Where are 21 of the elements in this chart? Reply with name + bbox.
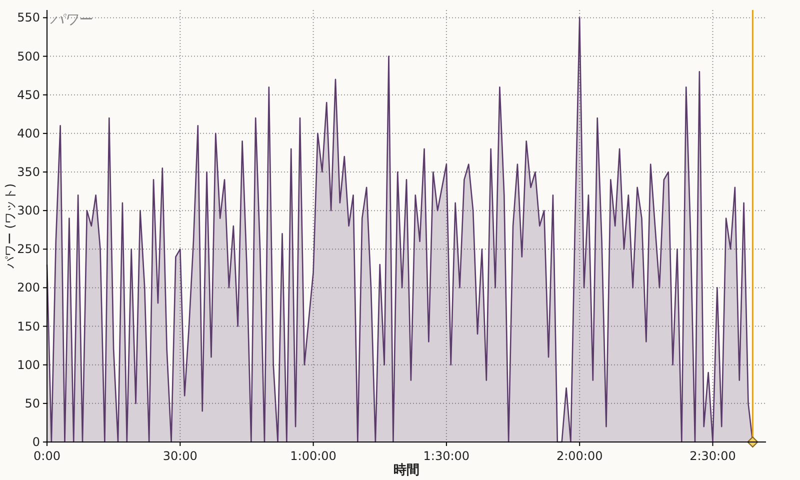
y-tick-label: 50 <box>24 396 40 410</box>
y-tick-label: 400 <box>17 126 40 140</box>
y-tick-label: 450 <box>17 88 40 102</box>
y-tick-label: 300 <box>17 204 40 218</box>
y-tick-label: 250 <box>17 242 40 256</box>
x-tick-label: 2:30:00 <box>690 449 736 463</box>
x-tick-label: 2:00:00 <box>556 449 603 463</box>
x-tick-label: 1:30:00 <box>423 449 470 463</box>
x-axis-title: 時間 <box>394 463 420 478</box>
y-tick-label: 500 <box>17 49 40 64</box>
y-axis-title: パワー (ワット) <box>3 183 17 270</box>
y-tick-label: 200 <box>17 280 40 295</box>
y-tick-label: 150 <box>17 319 40 334</box>
x-tick-label: 0:00 <box>34 449 60 463</box>
y-tick-label: 350 <box>17 165 40 179</box>
y-tick-label: 550 <box>17 10 40 25</box>
chart-title: パワー <box>50 12 93 28</box>
x-tick-label: 1:00:00 <box>290 449 336 463</box>
x-tick-label: 30:00 <box>162 449 198 463</box>
y-tick-label: 0 <box>32 435 40 449</box>
y-tick-label: 100 <box>17 358 40 372</box>
